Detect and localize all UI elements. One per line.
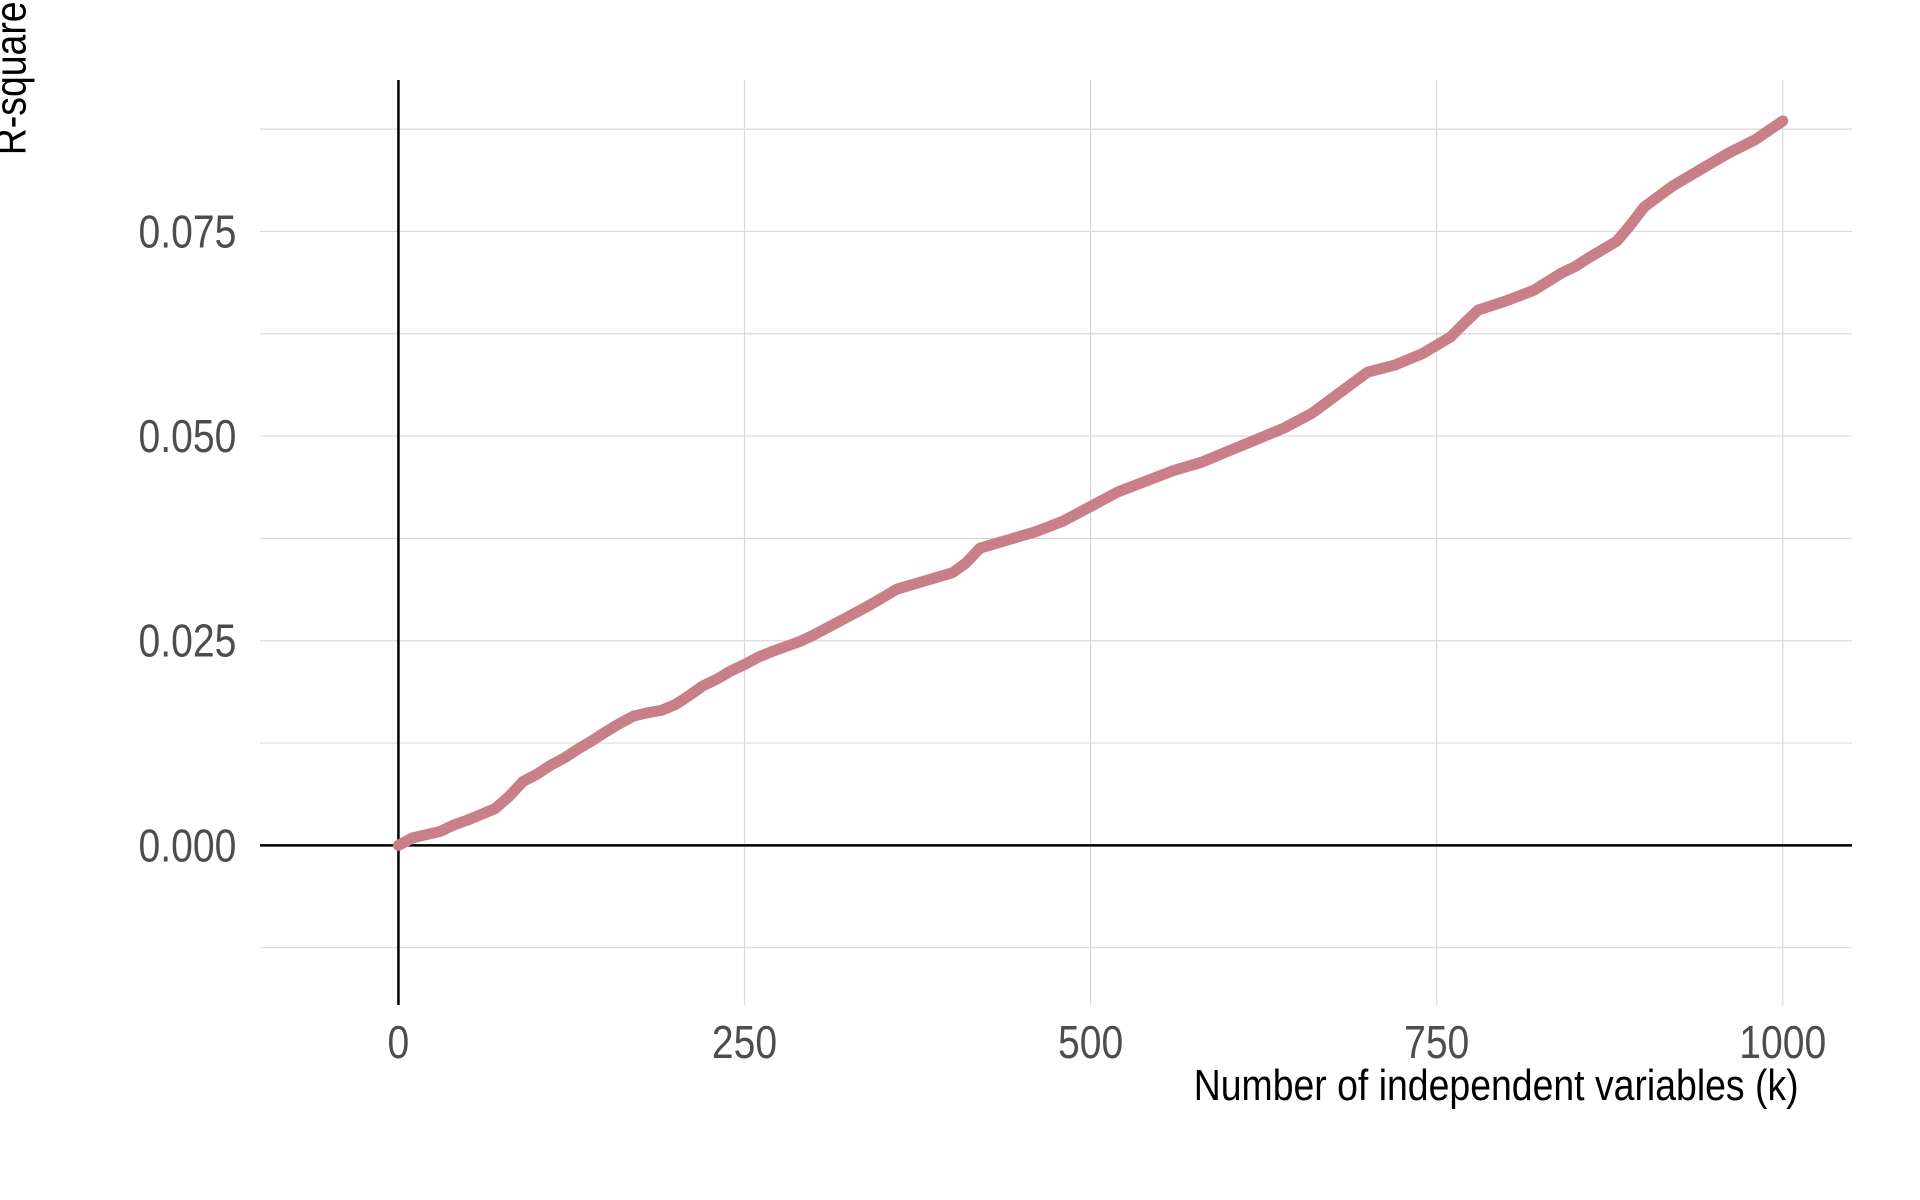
x-axis-title: Number of independent variables (k) xyxy=(1194,1060,1799,1110)
y-axis-title: R-squared xyxy=(0,0,35,155)
r-squared-series-line xyxy=(392,115,1789,851)
x-tick-label: 500 xyxy=(1058,1017,1123,1069)
x-tick-label: 1000 xyxy=(1739,1017,1826,1069)
y-tick-label: 0.025 xyxy=(139,616,237,668)
tick-labels: 0 250 500 750 1000 0.000 0.025 0.050 0.075 xyxy=(139,206,1827,1068)
y-tick-label: 0.075 xyxy=(139,206,237,258)
y-tick-label: 0.000 xyxy=(139,820,237,872)
series-layer xyxy=(392,115,1789,851)
axes xyxy=(260,80,1852,1005)
y-tick-label: 0.050 xyxy=(139,411,237,463)
x-tick-label: 750 xyxy=(1404,1017,1469,1069)
grid-lines xyxy=(260,80,1852,1005)
x-tick-label: 0 xyxy=(388,1017,410,1069)
x-tick-label: 250 xyxy=(712,1017,777,1069)
